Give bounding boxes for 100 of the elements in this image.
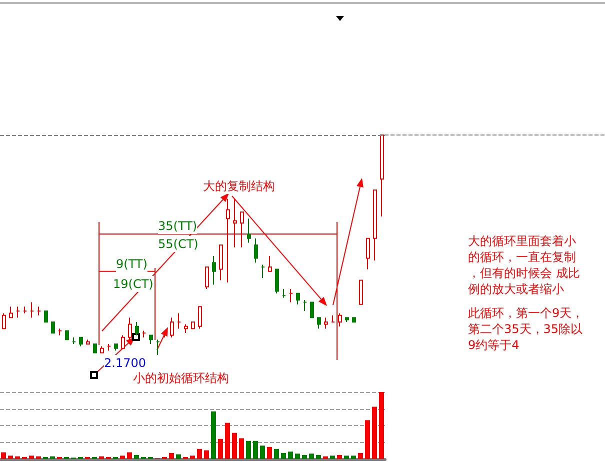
candlestick <box>303 300 307 312</box>
bar <box>344 456 349 459</box>
candlestick <box>324 317 328 330</box>
candlestick <box>30 302 34 318</box>
bar <box>36 456 41 459</box>
bar <box>197 448 202 459</box>
candlestick <box>191 322 195 330</box>
bar <box>120 456 125 459</box>
annotation: 55(CT) <box>158 237 198 251</box>
bar <box>337 454 342 459</box>
bar <box>50 456 55 459</box>
bar <box>281 452 286 459</box>
candlestick <box>247 218 251 244</box>
candlestick <box>275 268 279 294</box>
candlestick <box>254 238 258 264</box>
candlestick <box>16 306 20 318</box>
candlestick <box>149 334 153 344</box>
candlestick <box>79 336 83 347</box>
candlestick <box>212 256 216 286</box>
candlestick <box>128 317 132 340</box>
annotation: 大的复制结构 <box>203 179 275 193</box>
bar <box>358 452 363 459</box>
bar <box>253 440 258 459</box>
annotation: 19(CT) <box>113 277 154 291</box>
bar <box>204 450 209 459</box>
candlestick <box>100 346 104 354</box>
candlestick <box>142 330 146 338</box>
text: 小的初始循环结构 <box>133 371 229 385</box>
bar <box>316 454 321 459</box>
candlestick <box>51 322 55 334</box>
bar <box>232 432 237 459</box>
bar <box>8 456 13 459</box>
bar <box>239 438 244 459</box>
bar <box>372 406 377 459</box>
candlestick <box>380 134 384 217</box>
bar <box>351 456 356 459</box>
candlestick <box>121 334 125 349</box>
bar <box>288 452 293 459</box>
candlestick <box>37 306 41 316</box>
candlestick <box>359 280 363 305</box>
candlestick <box>9 306 13 318</box>
candlestick <box>72 336 76 344</box>
bar <box>169 452 174 459</box>
bar <box>267 446 272 459</box>
text: 此循环，第一个9天，第二个35天，35除以9约等于4 <box>468 306 584 352</box>
candlestick <box>331 314 335 322</box>
candlestick <box>184 324 188 334</box>
candlestick <box>23 306 27 314</box>
text: 2.1700 <box>104 356 146 370</box>
candlestick <box>163 330 167 338</box>
candlestick <box>93 344 97 354</box>
bar <box>365 420 370 459</box>
candlestick <box>44 310 48 322</box>
bar <box>190 456 195 459</box>
candlestick <box>310 302 314 318</box>
bar <box>99 456 104 459</box>
candlestick <box>345 317 349 322</box>
bar <box>309 454 314 459</box>
candlestick <box>219 244 223 281</box>
candlestick <box>205 266 209 290</box>
candlestick <box>352 317 356 322</box>
candlestick <box>86 339 90 344</box>
candlestick <box>296 292 300 305</box>
candlestick <box>65 330 69 340</box>
bar <box>302 454 307 459</box>
candlestick <box>58 328 62 336</box>
candlestick <box>373 190 377 261</box>
bar <box>29 456 34 459</box>
bar <box>1 452 6 459</box>
candlestick <box>289 288 293 303</box>
bar <box>211 411 216 459</box>
text: 大的循环里面套着小的循环，一直在复制，但有的时候会 成比例的放大或者缩小 <box>468 234 580 296</box>
bar <box>330 456 335 459</box>
candlestick <box>170 317 174 338</box>
bar <box>218 438 223 459</box>
candlestick <box>198 306 202 330</box>
candlestick <box>177 312 181 330</box>
candlestick <box>135 322 139 336</box>
bar <box>176 454 181 459</box>
bar <box>225 422 230 459</box>
candlestick <box>114 344 118 352</box>
bar <box>15 456 20 459</box>
candlestick <box>282 288 286 298</box>
bar <box>295 454 300 459</box>
bar <box>246 440 251 459</box>
bar <box>379 392 384 459</box>
bar <box>323 456 328 459</box>
candlestick <box>338 312 342 327</box>
bar <box>274 448 279 459</box>
annotation: 35(TT) <box>158 219 198 233</box>
annotation: 9(TT) <box>116 257 148 271</box>
bar <box>134 454 139 459</box>
candlestick <box>268 256 272 272</box>
candlestick <box>366 238 370 270</box>
candlestick <box>317 317 321 330</box>
candlestick <box>261 264 265 278</box>
candlestick <box>107 344 111 352</box>
bar <box>127 452 132 459</box>
bar <box>260 446 265 459</box>
candlestick <box>156 339 160 356</box>
